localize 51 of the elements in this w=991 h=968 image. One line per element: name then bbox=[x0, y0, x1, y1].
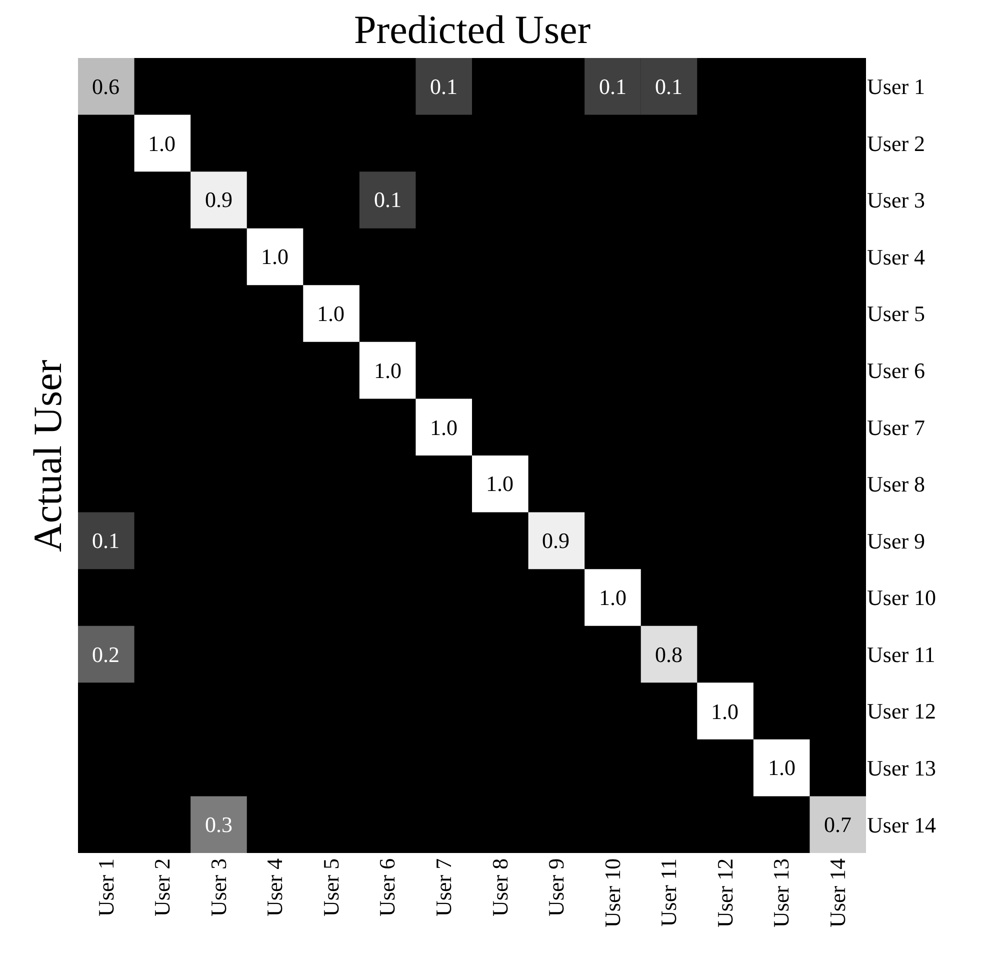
y-tick-label: User 13 bbox=[867, 756, 936, 781]
x-tick-label: User 14 bbox=[825, 858, 850, 928]
x-tick-label: User 10 bbox=[600, 858, 625, 928]
x-tick-label: User 12 bbox=[712, 858, 738, 928]
x-tick-label: User 11 bbox=[656, 858, 682, 927]
data-label: 1.0 bbox=[768, 755, 796, 780]
x-tick-label: User 4 bbox=[262, 858, 288, 916]
data-label: 1.0 bbox=[374, 358, 402, 383]
x-tick-label: User 9 bbox=[544, 858, 569, 916]
y-tick-label: User 4 bbox=[867, 244, 926, 270]
y-tick-label: User 10 bbox=[867, 585, 936, 610]
x-tick-label: User 7 bbox=[431, 858, 456, 916]
data-label: 1.0 bbox=[148, 131, 176, 156]
y-tick-label: User 3 bbox=[867, 188, 926, 213]
y-tick-label: User 11 bbox=[867, 642, 936, 667]
y-tick-label: User 2 bbox=[867, 130, 926, 156]
data-label: 0.1 bbox=[374, 187, 402, 212]
data-label: 0.3 bbox=[205, 812, 232, 837]
y-tick-label: User 14 bbox=[867, 812, 936, 838]
data-label: 0.1 bbox=[655, 74, 682, 99]
y-tick-label: User 5 bbox=[867, 301, 926, 326]
x-tick-label: User 13 bbox=[768, 858, 794, 928]
x-tick-label: User 8 bbox=[487, 858, 512, 916]
x-tick-label: User 5 bbox=[318, 858, 344, 916]
y-tick-label: User 8 bbox=[867, 472, 926, 497]
data-label: 0.9 bbox=[205, 187, 232, 212]
data-label: 1.0 bbox=[261, 244, 288, 269]
y-tick-label: User 6 bbox=[867, 358, 926, 384]
data-label: 1.0 bbox=[711, 699, 738, 724]
data-label: 0.1 bbox=[430, 74, 458, 99]
data-label: 0.9 bbox=[542, 528, 570, 553]
data-label: 1.0 bbox=[599, 585, 626, 610]
y-axis-title: Actual User bbox=[25, 360, 70, 552]
data-label: 1.0 bbox=[317, 301, 344, 326]
data-label: 0.6 bbox=[92, 74, 120, 99]
x-tick-label: User 6 bbox=[374, 858, 400, 916]
data-label: 0.1 bbox=[599, 74, 626, 99]
y-tick-label: User 9 bbox=[867, 528, 926, 554]
y-tick-label: User 7 bbox=[867, 414, 926, 440]
x-tick-label: User 2 bbox=[150, 858, 175, 916]
x-axis-title: Predicted User bbox=[354, 7, 591, 52]
data-label: 0.8 bbox=[655, 642, 682, 667]
data-label: 0.7 bbox=[824, 812, 852, 837]
y-tick-label: User 1 bbox=[867, 74, 926, 100]
data-label: 0.2 bbox=[92, 642, 120, 667]
x-tick-label: User 1 bbox=[93, 858, 118, 916]
data-label: 1.0 bbox=[430, 415, 458, 440]
data-label: 1.0 bbox=[486, 471, 514, 496]
y-tick-label: User 12 bbox=[867, 698, 936, 724]
x-tick-label: User 3 bbox=[206, 858, 231, 916]
data-label: 0.1 bbox=[92, 528, 120, 553]
